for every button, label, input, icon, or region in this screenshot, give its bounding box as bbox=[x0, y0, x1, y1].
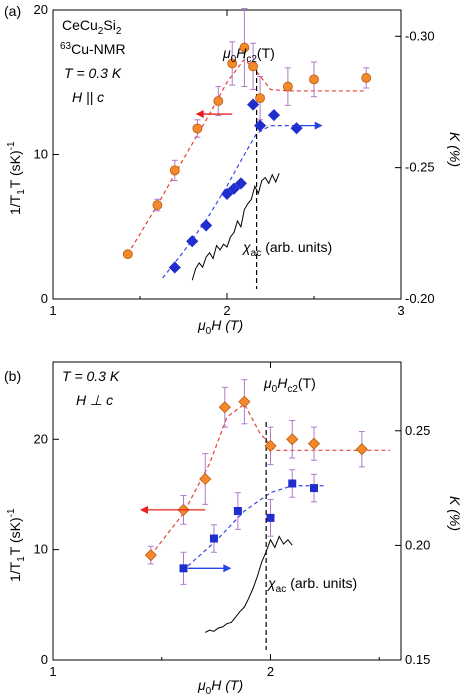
y-left-tick-label: 0 bbox=[41, 652, 48, 667]
x-tick-label: 3 bbox=[397, 303, 404, 318]
panel-a-temp: T = 0.3 K bbox=[64, 65, 122, 81]
data-point-diamond bbox=[264, 439, 277, 452]
panel-b-fit-lines bbox=[150, 403, 391, 567]
y-right-tick-label: -0.25 bbox=[405, 160, 435, 175]
y-left-tick-label: 10 bbox=[34, 542, 48, 557]
x-tick-label: 1 bbox=[49, 303, 56, 318]
panel-a-chi-label: χac (arb. units) bbox=[241, 239, 332, 259]
panel-b-y-left-label: 1/T1T (sK)-1 bbox=[6, 508, 27, 582]
data-point-diamond bbox=[286, 433, 299, 446]
x-tick-label: 2 bbox=[223, 303, 230, 318]
data-point-circle bbox=[255, 93, 265, 104]
data-point-circle bbox=[192, 123, 203, 134]
panel-a-hc2-label: μ0Hc2(T) bbox=[222, 45, 275, 65]
panel-a-y-left-label: 1/T1T (sK)-1 bbox=[6, 141, 27, 215]
y-right-tick-label: -0.20 bbox=[405, 291, 435, 306]
x-tick-label: 1 bbox=[49, 664, 56, 679]
arrow-red-head bbox=[140, 505, 148, 514]
panel-b-y-right-label: K (%) bbox=[447, 496, 463, 531]
panel-b-field-dir: H ⊥ c bbox=[76, 392, 113, 408]
panel-b-label: (b) bbox=[4, 368, 21, 384]
fit-line-blue bbox=[162, 124, 306, 279]
y-right-tick-label: 0.25 bbox=[405, 423, 430, 438]
panel-a-field-dir: H || c bbox=[72, 89, 104, 105]
data-point-diamond bbox=[267, 109, 281, 122]
data-point-square bbox=[310, 484, 318, 493]
y-left-tick-label: 20 bbox=[34, 2, 48, 17]
panel-b-hc2-label: μ0Hc2(T) bbox=[263, 375, 316, 395]
data-point-square bbox=[233, 507, 242, 515]
data-point-square bbox=[266, 513, 275, 522]
fit-line-red bbox=[127, 58, 367, 255]
arrow-red-head bbox=[195, 110, 204, 119]
panel-a-ticks: 1 2 3 0 10 20 -0.20 -0.25 -0.30 bbox=[34, 2, 435, 318]
arrow-blue-head bbox=[223, 564, 232, 573]
data-point-diamond bbox=[220, 187, 234, 200]
panel-a-x-axis-label: μ0H (T) bbox=[197, 317, 243, 337]
data-point-circle bbox=[309, 74, 319, 85]
data-point-diamond bbox=[253, 119, 267, 132]
y-left-tick-label: 20 bbox=[34, 431, 48, 446]
data-point-circle bbox=[361, 73, 372, 83]
data-point-diamond bbox=[168, 261, 181, 274]
fit-line-blue bbox=[187, 485, 325, 567]
x-tick-label: 2 bbox=[267, 664, 274, 679]
fit-line-red bbox=[150, 403, 391, 556]
y-left-tick-label: 10 bbox=[34, 147, 48, 162]
panel-a-nmr-label: 63Cu-NMR bbox=[60, 41, 126, 57]
panel-b-data-points bbox=[144, 379, 368, 585]
data-point-circle bbox=[248, 61, 259, 72]
data-point-diamond bbox=[199, 472, 212, 486]
data-point-diamond bbox=[234, 177, 247, 190]
y-right-tick-label: 0.20 bbox=[405, 537, 430, 552]
panel-b-chi-ac-curve bbox=[205, 535, 293, 633]
data-point-square bbox=[288, 479, 297, 488]
data-point-diamond bbox=[218, 401, 231, 414]
data-point-circle bbox=[169, 165, 180, 176]
panel-a-label: (a) bbox=[4, 3, 21, 19]
data-point-diamond bbox=[247, 98, 260, 111]
panel-b-x-axis-label: μ0H (T) bbox=[197, 677, 243, 696]
y-right-tick-label: 0.15 bbox=[405, 652, 430, 667]
data-point-square bbox=[209, 534, 218, 543]
panel-b-temp: T = 0.3 K bbox=[62, 368, 120, 384]
data-point-diamond bbox=[290, 122, 303, 135]
panel-a-chi-ac-curve bbox=[191, 173, 280, 281]
data-point-diamond bbox=[307, 437, 321, 450]
y-right-tick-label: -0.30 bbox=[405, 28, 435, 43]
data-point-diamond bbox=[355, 443, 368, 456]
data-point-diamond bbox=[186, 235, 199, 248]
data-point-diamond bbox=[227, 182, 241, 195]
panel-a-fit-lines bbox=[127, 58, 367, 279]
data-point-diamond bbox=[200, 219, 213, 232]
panel-b-frame bbox=[52, 361, 402, 661]
panel-a: (a) 1 2 3 0 10 20 -0.20 -0.25 -0.30 CeCu2Si2 63C… bbox=[4, 2, 463, 337]
panel-b-axis-arrows bbox=[140, 505, 232, 573]
data-point-circle bbox=[213, 96, 224, 106]
data-point-square bbox=[179, 564, 188, 573]
arrow-blue-head bbox=[314, 121, 323, 130]
data-point-circle bbox=[227, 58, 238, 69]
data-point-circle bbox=[152, 200, 163, 210]
data-point-circle bbox=[239, 42, 250, 53]
y-left-tick-label: 0 bbox=[41, 291, 48, 306]
data-point-diamond bbox=[144, 549, 157, 562]
data-point-diamond bbox=[238, 395, 251, 408]
chi-ac-line bbox=[205, 535, 293, 633]
panel-a-y-right-label: K (%) bbox=[447, 132, 463, 167]
panel-b-chi-label: χac (arb. units) bbox=[266, 575, 357, 595]
chi-ac-line bbox=[191, 173, 280, 281]
data-point-circle bbox=[122, 249, 133, 260]
panel-a-data-points bbox=[122, 8, 372, 274]
panel-a-compound: CeCu2Si2 bbox=[62, 17, 122, 37]
panel-a-axis-arrows bbox=[195, 110, 323, 130]
data-point-circle bbox=[282, 81, 293, 92]
